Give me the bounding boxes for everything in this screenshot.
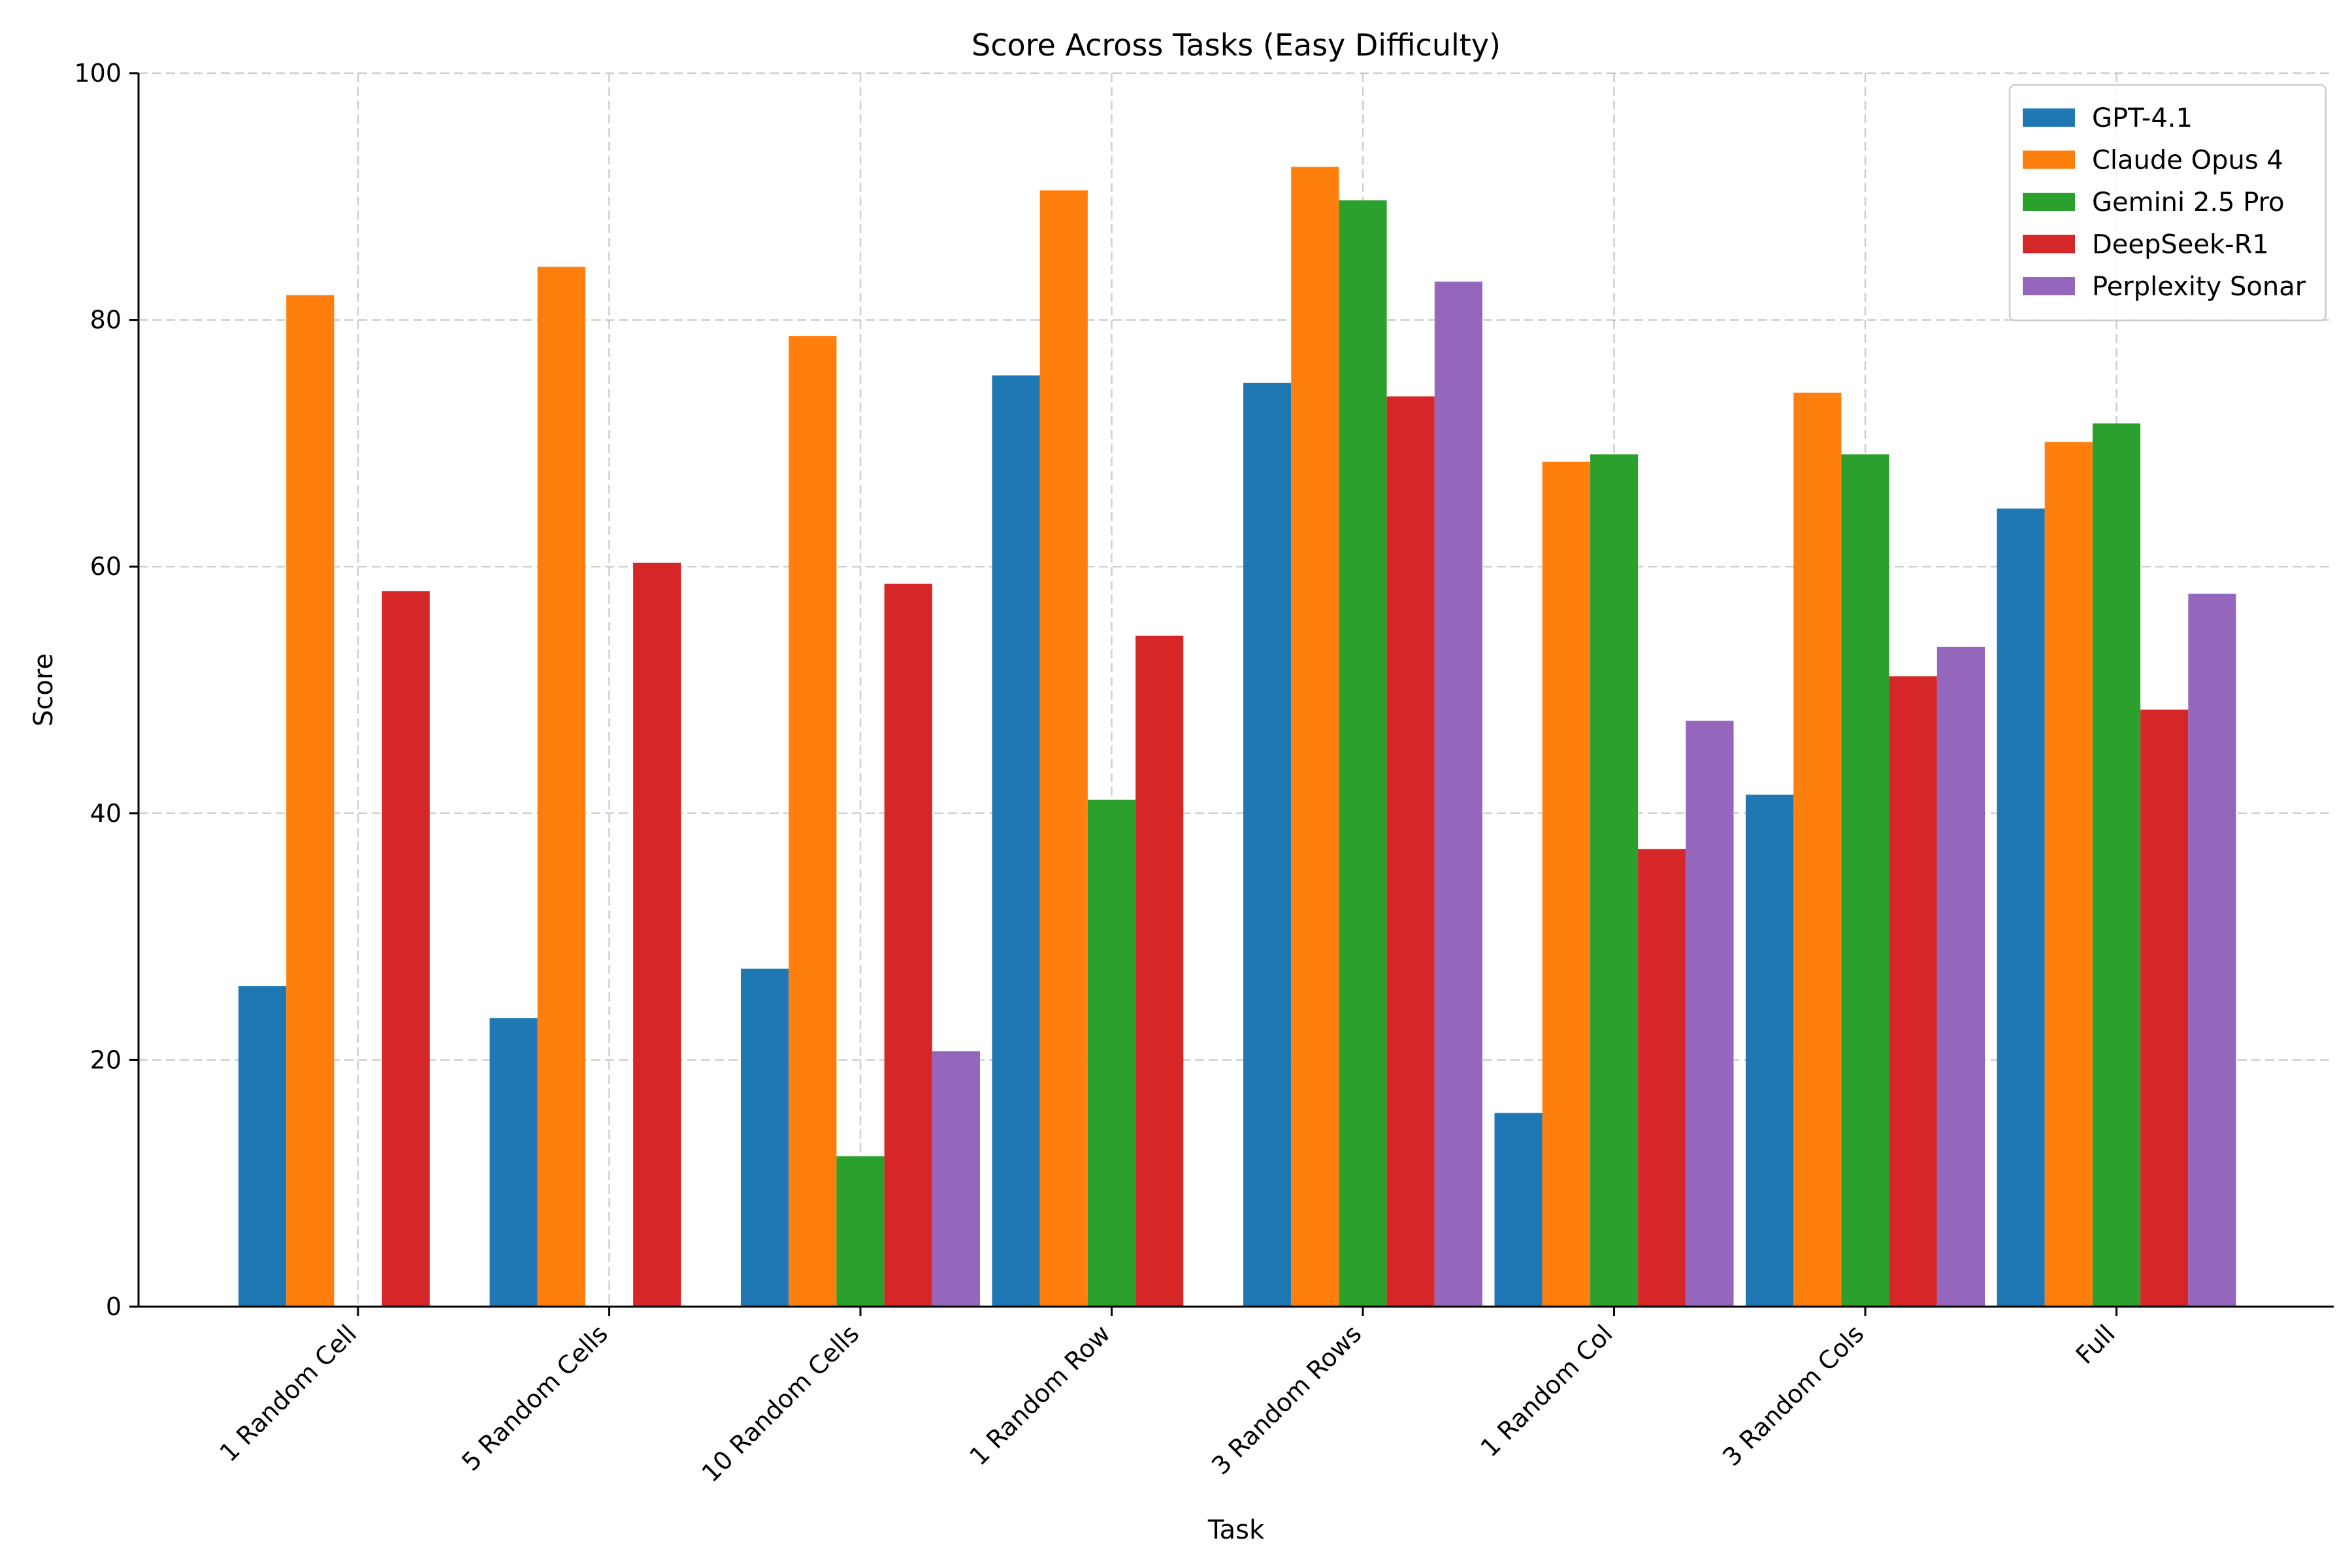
bar <box>537 267 585 1307</box>
legend-label: Gemini 2.5 Pro <box>2092 188 2285 218</box>
x-tick-label: 10 Random Cells <box>696 1319 865 1488</box>
legend-label: Claude Opus 4 <box>2092 146 2283 176</box>
legend: GPT-4.1 Claude Opus 4 Gemini 2.5 Pro DeepSe… <box>2008 84 2327 321</box>
bar <box>2044 442 2093 1307</box>
x-tick-label: 3 Random Cols <box>1717 1319 1869 1471</box>
bar <box>1590 454 1639 1307</box>
bar <box>2188 593 2236 1307</box>
bar <box>1087 800 1136 1307</box>
axes <box>137 73 2334 1308</box>
x-ticks: 1 Random Cell 5 Random Cells 10 Random Cel… <box>214 1307 2121 1488</box>
bar <box>1638 849 1686 1307</box>
bar <box>286 295 335 1307</box>
x-axis-label: Task <box>1207 1515 1265 1545</box>
bar <box>633 563 681 1307</box>
bar <box>2092 423 2141 1307</box>
y-tick-label: 60 <box>90 552 122 581</box>
x-tick-label: 5 Random Cells <box>456 1319 613 1477</box>
bar <box>836 1156 885 1307</box>
legend-label: DeepSeek-R1 <box>2092 230 2269 260</box>
y-tick-label: 40 <box>90 799 122 828</box>
x-tick-label: 1 Random Row <box>964 1319 1115 1471</box>
bar <box>238 986 287 1307</box>
bar <box>2140 710 2189 1307</box>
bar <box>1746 794 1794 1307</box>
bar <box>1841 454 1889 1307</box>
y-tick-label: 100 <box>74 59 122 88</box>
bar <box>1936 646 1985 1307</box>
legend-box <box>2008 84 2327 321</box>
legend-swatch <box>2023 277 2075 295</box>
bar <box>1793 392 1842 1307</box>
y-tick-label: 0 <box>106 1292 122 1321</box>
bars <box>238 167 2236 1307</box>
bar <box>1291 167 1339 1307</box>
bar <box>884 583 932 1307</box>
y-tick-label: 20 <box>90 1045 122 1074</box>
bar <box>382 591 430 1307</box>
bar <box>1339 200 1387 1307</box>
bar <box>992 375 1040 1307</box>
bar <box>1135 635 1184 1307</box>
bar <box>1997 508 2045 1307</box>
x-tick-label: 1 Random Cell <box>214 1319 363 1467</box>
bar <box>1686 721 1734 1307</box>
legend-swatch <box>2023 193 2075 211</box>
bar <box>1243 382 1292 1307</box>
legend-label: Perplexity Sonar <box>2092 272 2306 302</box>
bar <box>1889 676 1937 1307</box>
bar <box>1386 396 1435 1307</box>
bar <box>1542 461 1590 1307</box>
x-tick-label: Full <box>2070 1319 2121 1369</box>
legend-label: GPT-4.1 <box>2092 103 2193 133</box>
legend-swatch <box>2023 108 2075 127</box>
bar <box>932 1051 980 1307</box>
x-tick-label: 1 Random Col <box>1475 1319 1618 1462</box>
x-tick-label: 3 Random Rows <box>1206 1319 1367 1480</box>
legend-swatch <box>2023 150 2075 169</box>
bar <box>1039 190 1088 1307</box>
bar <box>1494 1113 1543 1307</box>
bar <box>789 336 837 1307</box>
chart-title: Score Across Tasks (Easy Difficulty) <box>972 27 1501 63</box>
y-axis-label: Score <box>29 653 59 727</box>
bar <box>741 968 789 1307</box>
y-tick-label: 80 <box>90 306 122 335</box>
bar <box>489 1018 538 1307</box>
y-ticks: 0 20 40 60 80 100 <box>74 59 139 1321</box>
bar <box>1434 282 1482 1307</box>
legend-swatch <box>2023 235 2075 253</box>
